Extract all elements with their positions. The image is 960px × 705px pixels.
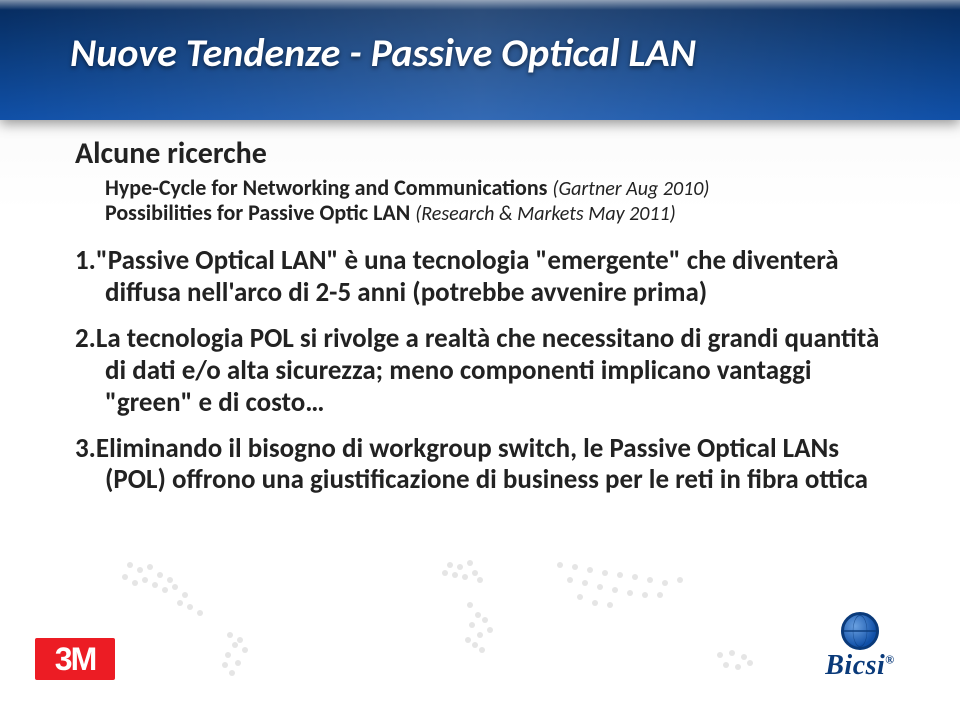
content-subhead: Alcune ricerche — [75, 135, 895, 172]
item-number: 1. — [75, 244, 96, 277]
item-text: La tecnologia POL si rivolge a realtà ch… — [96, 322, 879, 419]
list-item: 3.Eliminando il bisogno di workgroup swi… — [75, 433, 895, 497]
logo-3m: 3M — [35, 638, 115, 680]
item-number: 2. — [75, 322, 96, 355]
slide-content: Alcune ricerche Hype-Cycle for Networkin… — [75, 135, 895, 510]
slide-title: Nuove Tendenze - Passive Optical LAN — [70, 28, 920, 77]
bicsi-text: Bicsi® — [795, 652, 925, 680]
globe-icon — [841, 612, 879, 650]
registered-mark: ® — [885, 653, 894, 667]
item-text: "Passive Optical LAN" è una tecnologia "… — [96, 244, 839, 309]
reference-2-label: Possibilities for Passive Optic LAN — [105, 199, 410, 226]
list-item: 1."Passive Optical LAN" è una tecnologia… — [75, 245, 895, 309]
slide: Nuove Tendenze - Passive Optical LAN Alc… — [0, 0, 960, 705]
logo-bicsi: Bicsi® — [795, 612, 925, 680]
item-number: 3. — [75, 432, 96, 465]
bicsi-label: Bicsi — [825, 650, 885, 681]
reference-1-source: (Gartner Aug 2010) — [552, 177, 709, 201]
reference-2-source: (Research & Markets May 2011) — [415, 202, 675, 226]
reference-1-label: Hype-Cycle for Networking and Communicat… — [105, 174, 547, 201]
numbered-list: 1."Passive Optical LAN" è una tecnologia… — [75, 245, 895, 496]
item-text: Eliminando il bisogno di workgroup switc… — [96, 432, 868, 497]
reference-1: Hype-Cycle for Networking and Communicat… — [105, 176, 895, 201]
reference-2: Possibilities for Passive Optic LAN (Res… — [105, 201, 895, 226]
list-item: 2.La tecnologia POL si rivolge a realtà … — [75, 323, 895, 419]
header-highlight — [0, 0, 960, 10]
